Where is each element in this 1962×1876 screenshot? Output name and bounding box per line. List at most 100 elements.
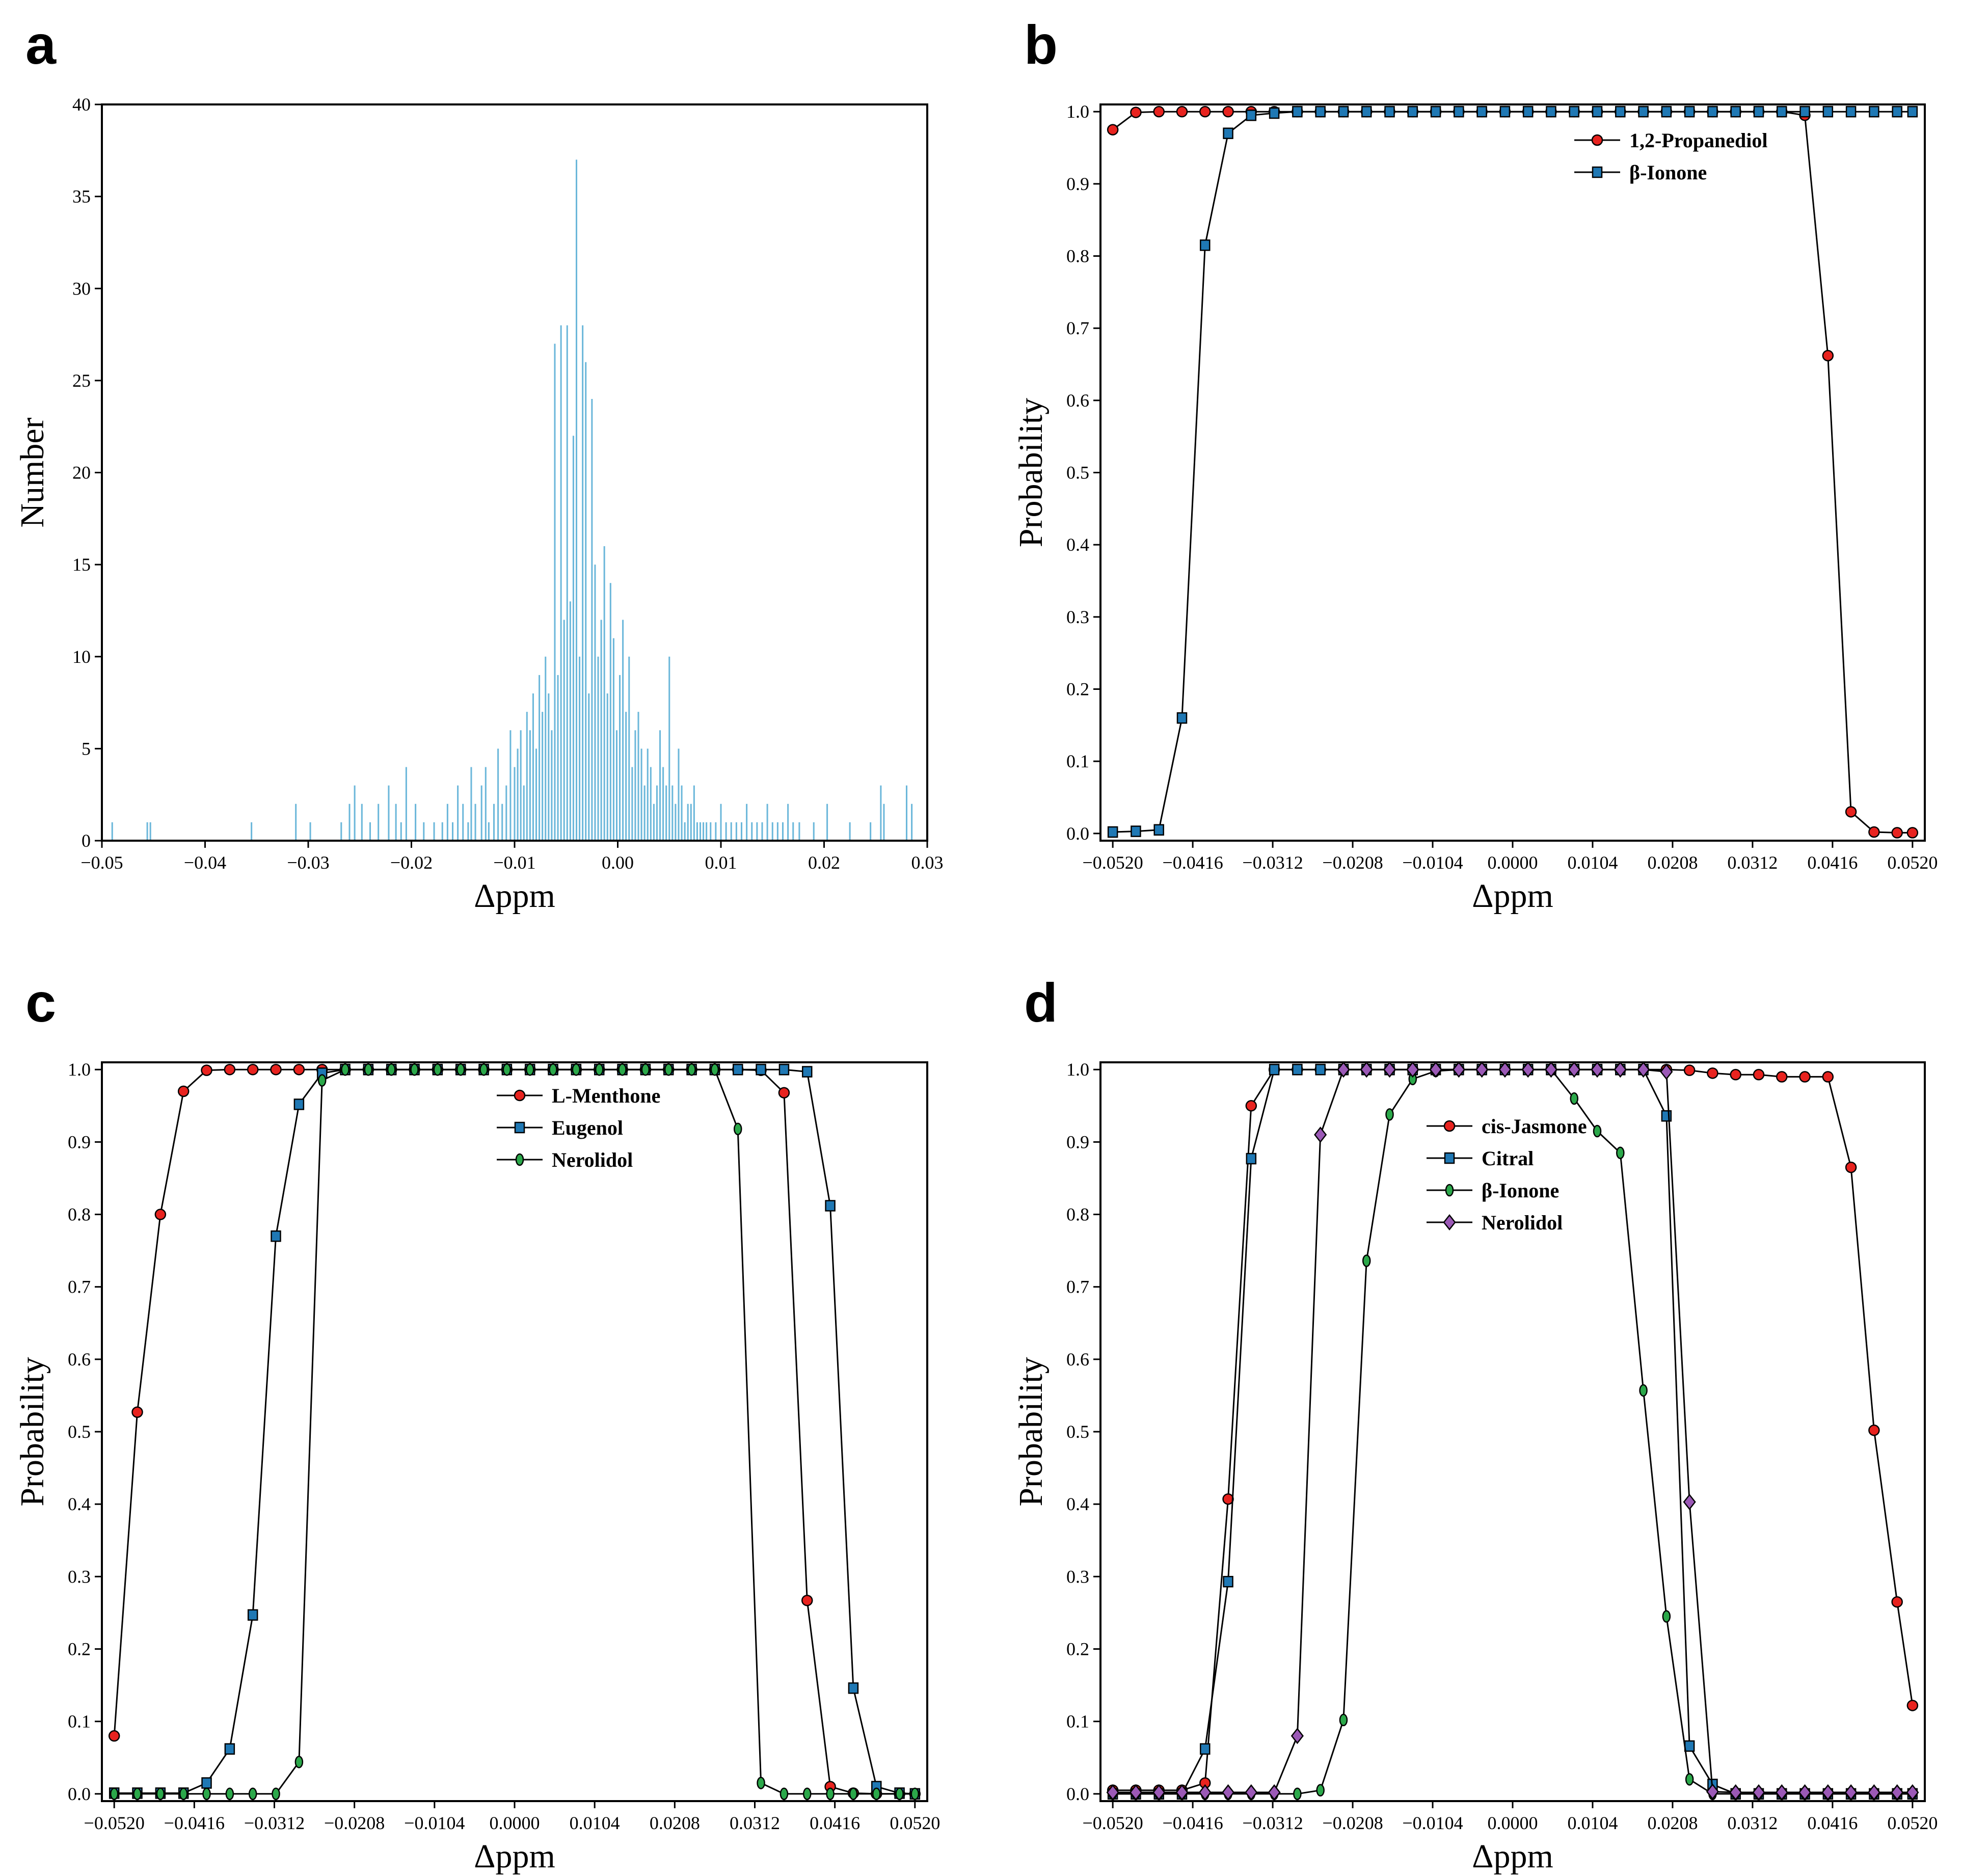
histogram-bar: [883, 803, 885, 841]
data-point: [825, 1200, 836, 1212]
x-tick-label: −0.0104: [404, 1813, 465, 1833]
x-axis-title: Δppm: [1472, 877, 1553, 915]
data-point: [1636, 1061, 1650, 1078]
histogram-bar: [569, 601, 571, 841]
histogram-bar: [612, 638, 614, 841]
x-tick-label: −0.05: [80, 852, 123, 873]
legend: L-Menthone Eugenol Nerolidol: [497, 1084, 660, 1171]
data-point: [1475, 1061, 1489, 1078]
histogram-bar: [548, 693, 550, 841]
data-point: [1246, 110, 1257, 121]
legend-label: 1,2-Propanediol: [1629, 129, 1768, 152]
data-point: [1683, 1493, 1696, 1510]
x-tick-label: 0.0104: [1567, 1813, 1618, 1833]
data-point: [1499, 105, 1511, 118]
y-tick-label: 0.4: [68, 1494, 91, 1514]
histogram-bar: [849, 822, 851, 841]
legend: cis-Jasmone Citral β-Ionone Nerolidol: [1427, 1115, 1587, 1234]
data-point: [1522, 105, 1534, 118]
histogram-bar: [690, 803, 692, 841]
data-point: [247, 1609, 258, 1621]
data-point: [1869, 105, 1879, 118]
y-tick-label: 40: [72, 94, 91, 115]
data-point: [1362, 1254, 1371, 1267]
data-point: [1293, 1787, 1302, 1801]
data-point: [179, 1787, 188, 1801]
x-tick-label: 0.0520: [1887, 852, 1938, 873]
y-tick-label: 0.1: [1066, 751, 1089, 771]
data-point: [1798, 1784, 1812, 1801]
histogram-bar: [493, 803, 495, 841]
data-point: [1684, 1740, 1695, 1752]
data-point: [757, 1777, 765, 1789]
y-tick-label: 0.0: [1066, 1784, 1089, 1804]
histogram-bar: [378, 803, 380, 841]
histogram-bar: [400, 822, 402, 841]
data-point: [1707, 105, 1718, 118]
x-tick-label: 0.01: [705, 852, 737, 873]
data-point: [1384, 105, 1395, 118]
histogram-bar: [600, 620, 602, 841]
x-tick-label: −0.0208: [1322, 852, 1383, 873]
data-point: [133, 1787, 142, 1801]
histogram-bar: [575, 159, 578, 841]
data-point: [1776, 1071, 1788, 1083]
legend-label: β-Ionone: [1629, 161, 1707, 184]
data-point: [1706, 1783, 1719, 1800]
data-point: [272, 1787, 280, 1801]
data-point: [1246, 1153, 1257, 1165]
histogram-bar: [149, 822, 151, 841]
y-tick-label: 20: [72, 463, 91, 483]
data-point: [1906, 1784, 1919, 1801]
y-tick-label: 0.6: [1066, 390, 1089, 411]
data-point: [1845, 1161, 1857, 1173]
histogram-bar: [467, 822, 469, 841]
data-point: [202, 1787, 211, 1801]
data-point: [1638, 105, 1649, 118]
y-tick-label: 0.8: [1066, 246, 1089, 266]
x-tick-label: 0.0208: [1647, 1813, 1698, 1833]
panel-label: c: [25, 972, 56, 1033]
data-point: [341, 1063, 350, 1076]
data-point: [1454, 105, 1464, 118]
y-tick-label: 0.7: [68, 1277, 91, 1297]
data-point: [177, 1085, 190, 1097]
legend-label: Nerolidol: [552, 1148, 633, 1171]
x-tick-label: 0.0312: [1727, 852, 1778, 873]
y-tick-label: 0.1: [68, 1711, 91, 1732]
y-tick-label: 15: [72, 554, 91, 575]
histogram-bar: [361, 803, 363, 841]
x-tick-label: 0.0520: [1887, 1813, 1938, 1833]
histogram-bar: [529, 730, 531, 841]
histogram-bar: [684, 822, 686, 841]
histogram-bar: [792, 822, 794, 841]
data-point: [1684, 105, 1695, 118]
histogram-bar: [706, 822, 708, 841]
x-tick-label: −0.0312: [244, 1813, 305, 1833]
data-point: [756, 1063, 766, 1076]
histogram-bar: [405, 767, 407, 841]
x-axis-title: Δppm: [474, 877, 555, 915]
y-tick-label: 1.0: [1066, 101, 1089, 122]
data-point: [1906, 1700, 1919, 1711]
data-point: [1799, 105, 1810, 118]
histogram-bar: [542, 712, 544, 841]
histogram-bar: [725, 822, 727, 841]
histogram-bar: [348, 803, 351, 841]
histogram-bar: [354, 785, 356, 841]
data-point: [110, 1787, 119, 1801]
data-point: [1200, 239, 1211, 251]
y-tick-label: 0.9: [68, 1132, 91, 1152]
data-point: [780, 1787, 789, 1801]
histogram-bar: [653, 803, 655, 841]
data-point: [778, 1063, 790, 1076]
data-point: [1269, 107, 1280, 119]
y-tick-label: 0.9: [1066, 1132, 1089, 1152]
plot-area: [1106, 1061, 1919, 1801]
histogram-bar: [433, 822, 435, 841]
data-point: [1407, 105, 1418, 118]
x-tick-label: 0.0312: [730, 1813, 780, 1833]
histogram-bar: [637, 712, 639, 841]
legend-marker: [1592, 166, 1603, 178]
